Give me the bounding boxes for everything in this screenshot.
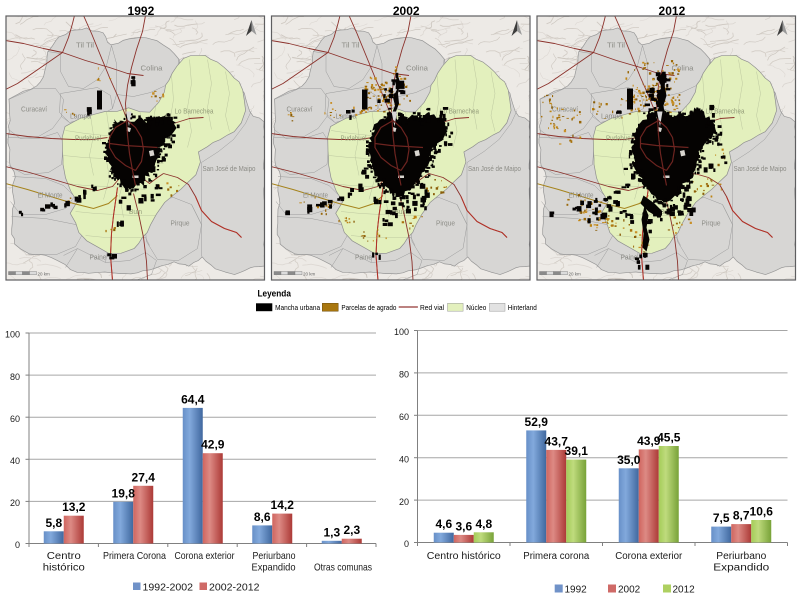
svg-text:Centro: Centro (47, 550, 81, 562)
svg-text:1992-2002: 1992-2002 (143, 583, 194, 594)
svg-text:10,6: 10,6 (750, 505, 774, 519)
svg-text:43,7: 43,7 (545, 434, 569, 448)
svg-text:35,0: 35,0 (617, 453, 641, 467)
svg-text:8,7: 8,7 (733, 509, 750, 523)
svg-text:Parcelas de agrado: Parcelas de agrado (341, 303, 396, 312)
svg-text:100: 100 (394, 327, 409, 337)
svg-text:2002: 2002 (618, 585, 641, 596)
svg-text:Núcleo: Núcleo (466, 303, 486, 312)
svg-text:14,2: 14,2 (271, 498, 295, 512)
svg-text:3,6: 3,6 (455, 519, 472, 533)
svg-text:Leyenda: Leyenda (258, 289, 292, 299)
svg-text:Periurbano: Periurbano (716, 551, 766, 562)
svg-text:4,6: 4,6 (435, 517, 452, 531)
svg-text:1992: 1992 (565, 585, 588, 596)
svg-text:7,5: 7,5 (713, 511, 730, 525)
svg-text:42,9: 42,9 (201, 438, 225, 452)
svg-text:80: 80 (10, 372, 20, 382)
svg-text:Primera corona: Primera corona (523, 551, 589, 562)
svg-text:20: 20 (10, 498, 20, 508)
svg-text:2002-2012: 2002-2012 (209, 583, 260, 594)
svg-text:1,3: 1,3 (323, 525, 340, 539)
svg-text:43,9: 43,9 (637, 434, 661, 448)
svg-text:2002: 2002 (393, 4, 420, 18)
svg-text:20: 20 (399, 497, 409, 507)
svg-text:52,9: 52,9 (525, 415, 549, 429)
svg-text:13,2: 13,2 (62, 500, 86, 514)
svg-text:100: 100 (5, 330, 20, 340)
svg-text:Hinterland: Hinterland (508, 303, 537, 312)
svg-text:19,8: 19,8 (112, 486, 136, 500)
svg-text:64,4: 64,4 (181, 392, 205, 406)
svg-text:40: 40 (399, 454, 409, 464)
svg-text:histórico: histórico (43, 562, 85, 574)
svg-text:1992: 1992 (128, 4, 155, 18)
svg-text:27,4: 27,4 (132, 470, 156, 484)
svg-text:5,8: 5,8 (45, 516, 62, 530)
svg-text:Periurbano: Periurbano (253, 550, 296, 562)
svg-text:4,8: 4,8 (475, 517, 492, 531)
svg-text:2012: 2012 (659, 4, 686, 18)
svg-text:Corona exterior: Corona exterior (175, 550, 235, 562)
svg-text:Mancha urbana: Mancha urbana (275, 303, 321, 312)
svg-text:39,1: 39,1 (565, 444, 589, 458)
svg-text:Centro histórico: Centro histórico (427, 551, 501, 562)
svg-text:Expandido: Expandido (252, 562, 296, 574)
svg-text:2012: 2012 (673, 585, 696, 596)
svg-text:8,6: 8,6 (254, 510, 271, 524)
svg-text:60: 60 (10, 414, 20, 424)
svg-text:40: 40 (10, 456, 20, 466)
svg-text:45,5: 45,5 (657, 431, 681, 445)
svg-text:Corona exterior: Corona exterior (615, 551, 683, 562)
svg-text:Expandido: Expandido (713, 563, 770, 574)
svg-text:Primera Corona: Primera Corona (103, 550, 166, 562)
svg-text:80: 80 (399, 370, 409, 380)
svg-text:Red vial: Red vial (420, 303, 444, 312)
svg-text:0: 0 (15, 540, 20, 550)
svg-text:Otras comunas: Otras comunas (314, 562, 372, 574)
svg-text:2,3: 2,3 (343, 523, 360, 537)
svg-text:60: 60 (399, 412, 409, 422)
svg-text:0: 0 (404, 539, 409, 549)
